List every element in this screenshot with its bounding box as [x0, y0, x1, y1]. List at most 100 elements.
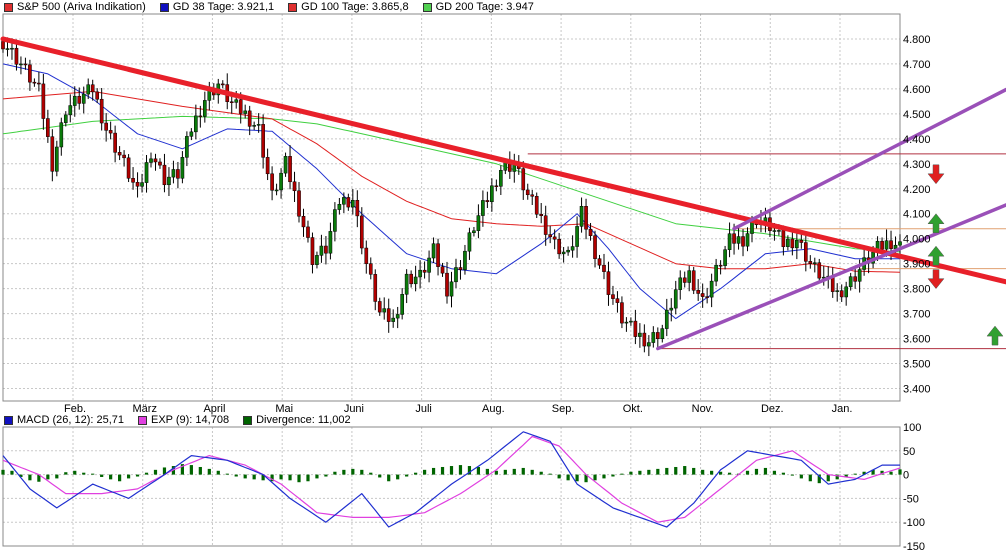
divergence-bar	[73, 470, 77, 475]
divergence-bar	[719, 471, 723, 475]
divergence-bar	[153, 469, 158, 475]
divergence-bar	[503, 469, 507, 475]
divergence-bar	[665, 467, 669, 475]
divergence-bar	[745, 470, 750, 475]
divergence-bar	[620, 473, 624, 475]
candle-body	[185, 136, 189, 158]
candle-body	[37, 82, 41, 85]
candle-body	[893, 244, 898, 249]
divergence-bar	[431, 467, 436, 475]
price-x-tick-label: Nov.	[692, 403, 714, 415]
trend-lines	[0, 36, 1006, 351]
price-legend-item: GD 200 Tage: 3.947	[422, 1, 534, 13]
candle-body	[247, 110, 252, 127]
candle-body	[10, 47, 14, 50]
divergence-bar	[539, 471, 543, 475]
candle-body	[140, 182, 144, 187]
candle-body	[337, 204, 342, 210]
candle-body	[409, 273, 413, 285]
candle-body	[122, 154, 126, 159]
divergence-bar	[100, 474, 104, 477]
divergence-bar	[754, 468, 759, 475]
arrow-down-icon	[927, 164, 945, 185]
divergence-bar	[548, 473, 552, 475]
divergence-bar	[387, 474, 391, 482]
candle-body	[135, 182, 140, 187]
candle-body	[584, 206, 588, 230]
divergence-bar	[602, 474, 606, 479]
price-plot-border	[2, 13, 901, 402]
divergence-bar	[674, 466, 678, 475]
candle-body	[324, 245, 328, 254]
candle-body	[23, 63, 28, 66]
candle-body	[808, 261, 813, 264]
price-legend: S&P 500 (Ariva Indikation) GD 38 Tage: 3.…	[4, 0, 534, 14]
candle-body	[404, 273, 409, 295]
candle-body	[839, 290, 844, 298]
candle-body	[566, 249, 570, 253]
candle-body	[552, 236, 557, 240]
candle-body	[472, 230, 476, 233]
candle-body	[95, 91, 100, 100]
divergence-bar	[584, 474, 588, 483]
candle-body	[413, 276, 418, 285]
price-x-tick-label: Aug.	[482, 403, 505, 415]
candle-body	[113, 132, 117, 153]
divergence-bar	[19, 474, 23, 477]
arrow-up-icon	[927, 245, 945, 266]
candle-body	[664, 309, 669, 329]
candle-body	[848, 276, 853, 288]
candle-body	[377, 301, 382, 313]
candle-body	[50, 136, 55, 172]
candle-body	[436, 243, 440, 267]
macd-lines	[2, 431, 901, 528]
divergence-bar	[109, 474, 113, 480]
divergence-bar	[369, 472, 373, 475]
candle-body	[32, 81, 37, 84]
candle-body	[391, 317, 396, 322]
divergence-bar	[405, 474, 409, 477]
divergence-bar	[288, 474, 292, 481]
candle-body	[633, 320, 638, 337]
candle-body	[588, 228, 593, 236]
candle-body	[176, 169, 180, 179]
price-legend-swatch	[288, 2, 298, 12]
candle-body	[431, 243, 436, 259]
candle-body	[615, 298, 620, 303]
candle-body	[490, 185, 494, 203]
candle-body	[880, 240, 884, 250]
divergence-bar	[396, 474, 400, 480]
candle-body	[364, 247, 369, 264]
divergence-bar	[135, 474, 140, 477]
candle-body	[539, 213, 544, 216]
candle-body	[167, 176, 171, 186]
candle-body	[463, 250, 467, 270]
candle-body	[315, 255, 319, 265]
candle-body	[359, 215, 364, 249]
price-legend-item: GD 100 Tage: 3.865,8	[288, 1, 409, 13]
divergence-bar	[306, 474, 310, 482]
signal-arrows	[927, 164, 1004, 346]
candle-body	[727, 233, 732, 250]
price-y-tick-label: 4.000	[903, 234, 931, 246]
divergence-bar	[315, 474, 319, 479]
divergence-bar	[557, 474, 561, 479]
candle-body	[476, 215, 481, 231]
divergence-bar	[494, 470, 498, 475]
divergence-bar	[530, 469, 534, 475]
candle-body	[503, 162, 508, 171]
candle-body	[328, 231, 333, 254]
candle-body	[732, 233, 736, 244]
divergence-bar	[898, 469, 902, 475]
divergence-bar	[808, 474, 812, 482]
candle-body	[638, 332, 642, 337]
candle-body	[575, 226, 579, 247]
candle-body	[306, 226, 310, 238]
candle-body	[355, 200, 360, 217]
candle-body	[655, 332, 660, 339]
candle-body	[705, 296, 709, 298]
divergence-bar	[46, 474, 50, 480]
divergence-bar	[207, 468, 211, 475]
candle-body	[149, 158, 153, 163]
